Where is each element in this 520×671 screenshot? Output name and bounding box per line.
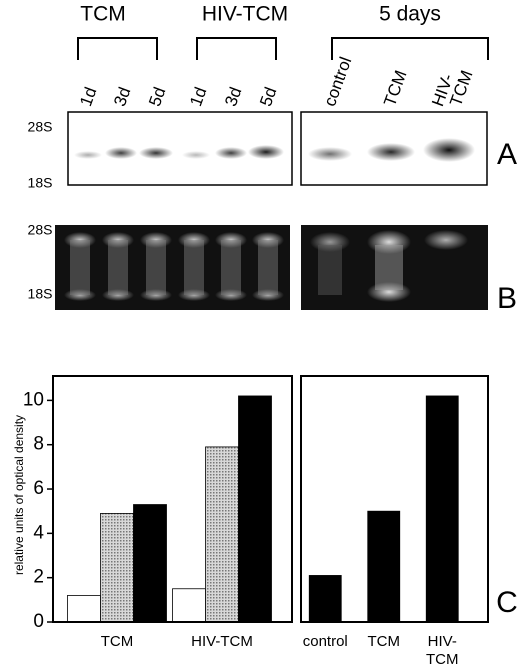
group-label: HIV-TCM xyxy=(202,3,288,26)
y-tick-label: 2 xyxy=(33,567,44,588)
group-label: TCM xyxy=(80,3,126,26)
lane-label: 1d xyxy=(76,85,100,109)
marker-label: 28S xyxy=(28,119,53,135)
bar xyxy=(205,446,239,623)
lane-label: 5d xyxy=(145,85,169,109)
x-tick-label: HIV-TCM xyxy=(191,633,253,650)
lane-label: 3d xyxy=(110,85,134,109)
marker-label: 28S xyxy=(28,222,53,238)
bands-a xyxy=(74,138,475,162)
y-tick-label: 0 xyxy=(33,611,44,632)
marker-label: 18S xyxy=(28,175,53,191)
bar xyxy=(100,513,134,623)
panel-label: C xyxy=(496,586,518,619)
lane-label: TCM xyxy=(446,68,476,109)
brackets xyxy=(77,37,489,60)
bar xyxy=(238,395,272,623)
panel-label: B xyxy=(497,282,517,315)
x-tick-label: TCM xyxy=(101,633,134,650)
bands-b xyxy=(64,230,468,302)
x-tick-label: TCM xyxy=(368,633,401,650)
y-tick-label: 4 xyxy=(33,522,44,543)
lane-label: 3d xyxy=(221,85,245,109)
group-label: 5 days xyxy=(379,3,441,26)
bar xyxy=(308,575,342,623)
lane-label: 1d xyxy=(186,85,210,109)
x-tick-label: TCM xyxy=(426,651,459,668)
bar xyxy=(133,504,167,623)
panel-label: A xyxy=(497,138,517,171)
x-tick-label: HIV- xyxy=(428,633,457,650)
bar xyxy=(425,395,459,623)
bar xyxy=(367,510,401,623)
y-tick-label: 10 xyxy=(23,389,44,410)
plot-frame xyxy=(300,375,489,623)
lane-label: 5d xyxy=(256,85,280,109)
y-axis-label: relative units of optical density xyxy=(12,415,26,575)
bar xyxy=(172,588,206,623)
x-tick-label: control xyxy=(303,633,348,650)
marker-label: 18S xyxy=(28,286,53,302)
y-tick-label: 6 xyxy=(33,478,44,499)
lane-label: TCM xyxy=(380,68,410,109)
bar xyxy=(67,595,101,623)
y-tick-label: 8 xyxy=(33,434,44,455)
lane-label: control xyxy=(320,54,355,108)
plot-frame xyxy=(52,375,293,623)
